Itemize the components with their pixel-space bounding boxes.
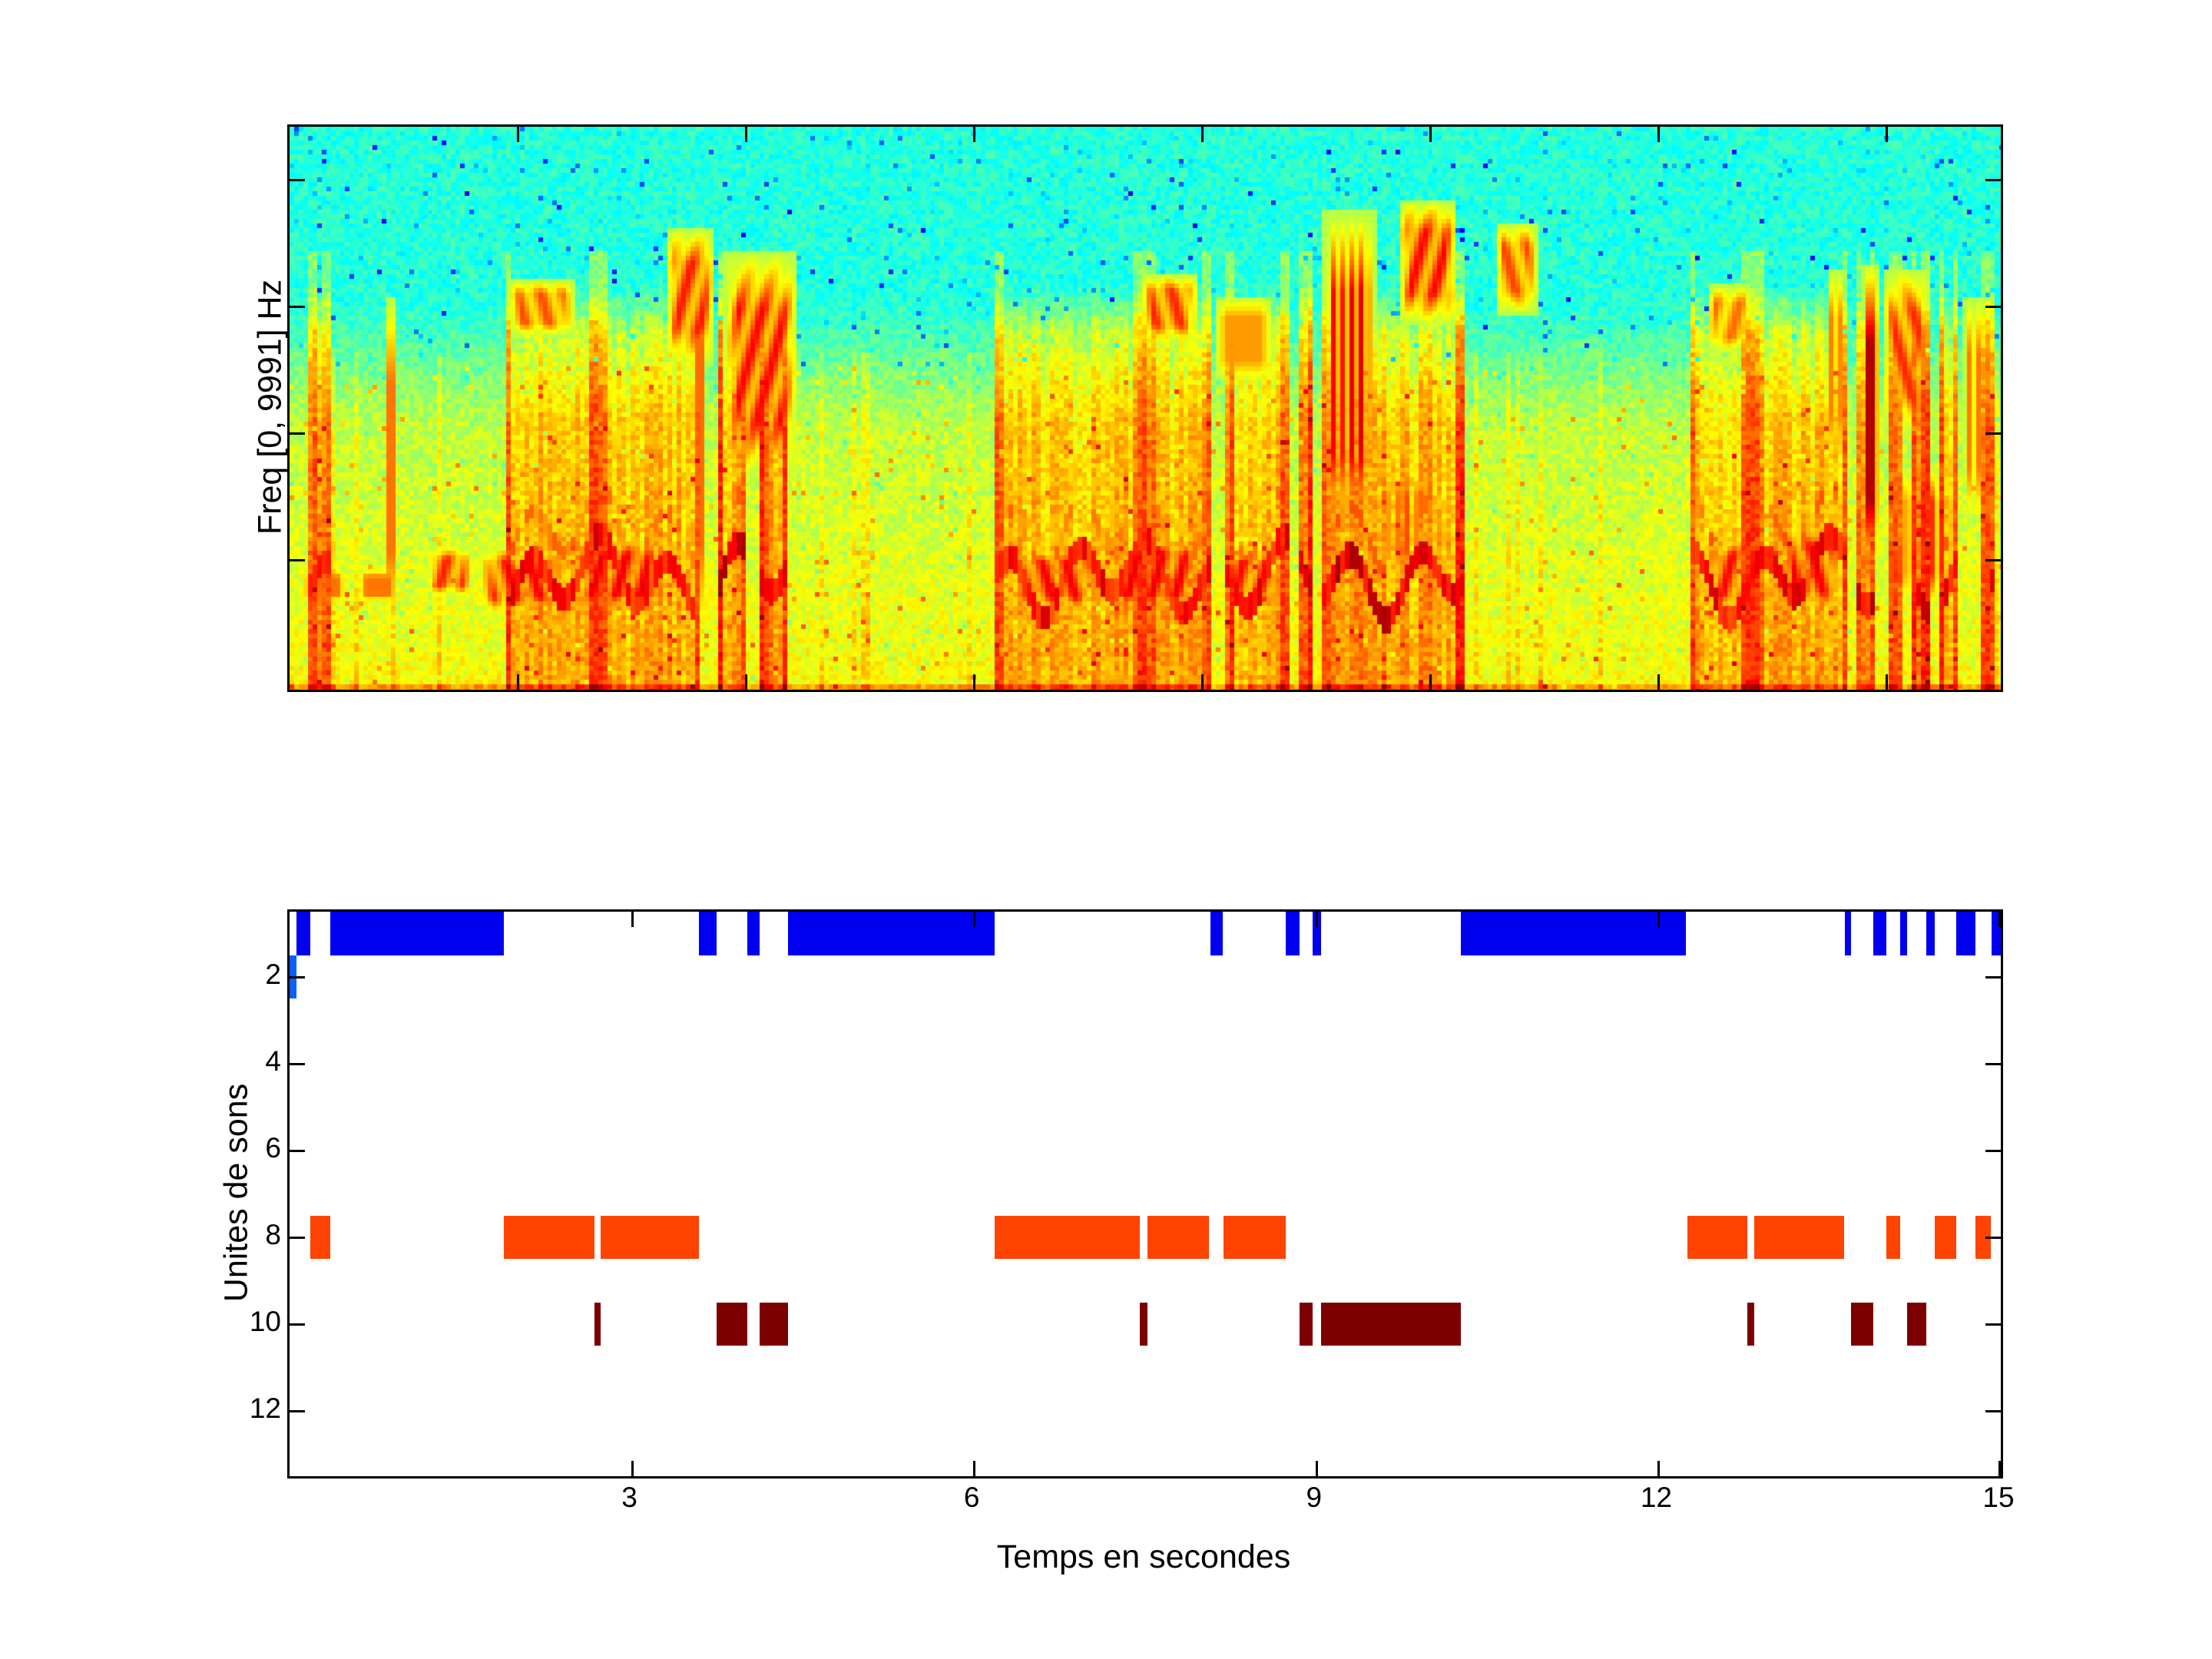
axis-tick-mark — [517, 674, 519, 690]
unit-1-segment — [1992, 912, 2001, 955]
unit-10-segment — [716, 1302, 747, 1346]
y-tick-label: 8 — [265, 1219, 281, 1251]
unit-10-segment — [594, 1302, 601, 1346]
y-tick-label: 10 — [249, 1306, 281, 1338]
axis-tick-mark — [290, 1410, 305, 1412]
axis-tick-mark — [1657, 1461, 1660, 1476]
axis-tick-mark — [1985, 559, 2001, 561]
unit-1-segment — [1210, 912, 1223, 955]
axis-tick-mark — [973, 674, 975, 690]
unit-1-segment — [1844, 912, 1852, 955]
axis-tick-mark — [290, 432, 305, 435]
unit-10-segment — [759, 1302, 789, 1346]
axis-tick-mark — [1316, 912, 1318, 927]
axis-tick-mark — [1201, 127, 1204, 142]
units-xlabel: Temps en secondes — [996, 1538, 1291, 1575]
unit-8-segment — [1934, 1215, 1957, 1260]
unit-1-segment — [1956, 912, 1976, 955]
axis-tick-mark — [973, 127, 975, 142]
axis-tick-mark — [1985, 1410, 2001, 1412]
axis-tick-mark — [290, 1150, 305, 1152]
unit-10-segment — [1747, 1302, 1755, 1346]
unit-8-segment — [1754, 1215, 1845, 1260]
unit-10-segment — [1851, 1302, 1873, 1346]
axis-tick-mark — [973, 1461, 975, 1476]
spectrogram-image — [290, 127, 2001, 690]
spectrogram-plot — [287, 124, 2003, 692]
units-plot — [287, 909, 2003, 1479]
axis-tick-mark — [1985, 976, 2001, 979]
axis-tick-mark — [1316, 1461, 1318, 1476]
axis-tick-mark — [1985, 1237, 2001, 1239]
axis-tick-mark — [1998, 912, 2001, 927]
axis-tick-mark — [973, 912, 975, 927]
unit-8-segment — [504, 1215, 594, 1260]
unit-1-segment — [296, 912, 310, 955]
x-tick-label: 9 — [1306, 1482, 1323, 1513]
unit-1-segment — [699, 912, 717, 955]
axis-tick-mark — [517, 127, 519, 142]
axis-tick-mark — [1985, 1150, 2001, 1152]
unit-1-segment — [788, 912, 995, 955]
axis-tick-mark — [290, 306, 305, 308]
unit-8-segment — [1687, 1215, 1748, 1260]
unit-8-segment — [994, 1215, 1140, 1260]
unit-8-segment — [1975, 1215, 1991, 1260]
axis-tick-mark — [1429, 674, 1432, 690]
axis-tick-mark — [290, 1237, 305, 1239]
axis-tick-mark — [290, 179, 305, 181]
y-tick-label: 12 — [249, 1392, 281, 1425]
axis-tick-mark — [1886, 674, 1888, 690]
axis-tick-mark — [290, 1063, 305, 1065]
axis-tick-mark — [631, 912, 634, 927]
axis-tick-mark — [1985, 306, 2001, 308]
unit-8-segment — [601, 1215, 700, 1260]
axis-tick-mark — [1657, 674, 1660, 690]
x-tick-label: 6 — [963, 1482, 980, 1513]
y-tick-label: 2 — [265, 958, 281, 990]
axis-tick-mark — [1998, 1461, 2001, 1476]
y-tick-label: 4 — [265, 1045, 281, 1077]
unit-8-segment — [1147, 1215, 1210, 1260]
x-tick-label: 12 — [1640, 1482, 1672, 1513]
axis-tick-mark — [290, 976, 305, 979]
unit-1-segment — [1900, 912, 1908, 955]
unit-1-segment — [1285, 912, 1300, 955]
axis-tick-mark — [1985, 1323, 2001, 1326]
axis-tick-mark — [745, 674, 747, 690]
unit-8-segment — [1224, 1215, 1286, 1260]
unit-1-segment — [1926, 912, 1935, 955]
unit-10-segment — [1907, 1302, 1927, 1346]
axis-tick-mark — [1429, 127, 1432, 142]
unit-1-segment — [747, 912, 760, 955]
unit-8-segment — [310, 1215, 331, 1260]
unit-1-segment — [1313, 912, 1321, 955]
unit-1-segment — [330, 912, 505, 955]
axis-tick-mark — [290, 1323, 305, 1326]
axis-tick-mark — [1657, 912, 1660, 927]
axis-tick-mark — [1657, 127, 1660, 142]
unit-1-segment — [1873, 912, 1887, 955]
axis-tick-mark — [631, 1461, 634, 1476]
axis-tick-mark — [1201, 674, 1204, 690]
axis-tick-mark — [1985, 179, 2001, 181]
x-tick-label: 3 — [621, 1482, 637, 1513]
unit-1-segment — [1461, 912, 1687, 955]
spectrogram-ylabel: Freq [0, 9991] Hz — [251, 279, 289, 535]
units-ylabel: Unites de sons — [217, 1083, 255, 1303]
axis-tick-mark — [745, 127, 747, 142]
axis-tick-mark — [290, 559, 305, 561]
unit-10-segment — [1299, 1302, 1313, 1346]
axis-tick-mark — [1985, 432, 2001, 435]
axis-tick-mark — [1985, 1063, 2001, 1065]
axis-tick-mark — [1886, 127, 1888, 142]
unit-8-segment — [1886, 1215, 1901, 1260]
y-tick-label: 6 — [265, 1131, 281, 1164]
unit-10-segment — [1139, 1302, 1147, 1346]
unit-10-segment — [1320, 1302, 1462, 1346]
x-tick-label: 15 — [1982, 1482, 2015, 1513]
